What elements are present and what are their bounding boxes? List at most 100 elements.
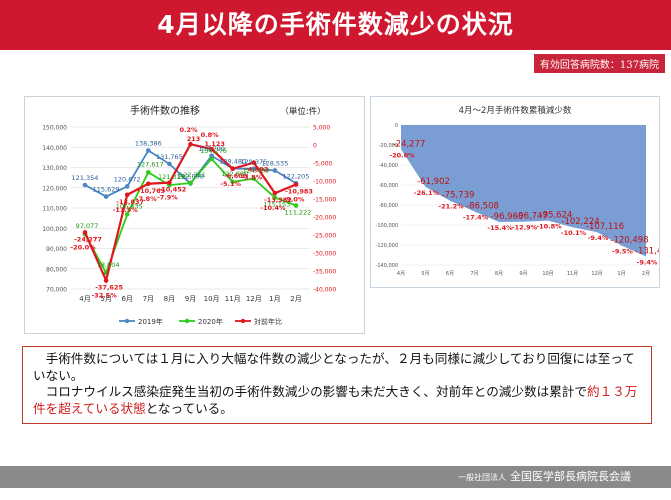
chart1-x-tick-label: 4月 bbox=[79, 295, 90, 303]
chart1-left-tick-label: 80,000 bbox=[46, 266, 67, 273]
chart1-data-label-ratio: -13,837 bbox=[116, 198, 144, 206]
chart1-point bbox=[209, 156, 214, 162]
chart2-data-label: -24,277 bbox=[393, 139, 426, 149]
chart2-y-tick-label: -60,000 bbox=[379, 183, 398, 189]
chart1-data-label-2020: 134,276 bbox=[200, 147, 227, 155]
note-paragraph-2: コロナウイルス感染症発生当初の手術件数減少の影響も未だ大きく、対前年との減少数は… bbox=[33, 384, 641, 417]
chart2-pct-label: -21.2% bbox=[438, 203, 464, 211]
chart1-point bbox=[293, 182, 299, 187]
chart1-x-tick-label: 9月 bbox=[185, 295, 196, 303]
chart2-x-tick-label: 12月 bbox=[591, 271, 602, 277]
chart1-left-tick-label: 150,000 bbox=[42, 125, 67, 132]
chart1-right-tick-label: 0 bbox=[313, 143, 317, 150]
chart2-y-tick-label: 0 bbox=[395, 123, 398, 129]
chart1-x-tick-label: 5月 bbox=[100, 295, 111, 303]
chart1-data-label-2019: 128,535 bbox=[261, 159, 288, 167]
chart1-data-label-2019: 122,205 bbox=[283, 172, 310, 180]
chart1-point bbox=[188, 141, 193, 147]
chart2-x-tick-label: 6月 bbox=[446, 271, 454, 277]
chart1-right-tick-label: -35,000 bbox=[313, 269, 336, 276]
chart1-point bbox=[293, 203, 299, 208]
chart2-x-tick-label: 4月 bbox=[397, 271, 405, 277]
chart1-data-label-2020: 121,313 bbox=[158, 173, 185, 181]
chart2-title: 4月～2月手術件数累積減少数 bbox=[459, 105, 572, 116]
chart1-legend-marker bbox=[124, 318, 130, 324]
chart1-data-label-2019: 135,799 bbox=[198, 145, 225, 153]
chart2-y-tick-label: -40,000 bbox=[379, 163, 398, 169]
chart1-point bbox=[209, 146, 214, 152]
chart1-data-label-2019: 122,098 bbox=[177, 173, 204, 181]
chart1-point bbox=[146, 148, 151, 153]
chart1-x-tick-label: 2月 bbox=[290, 295, 301, 303]
cumulative-decline-chart-panel: 4月～2月手術件数累積減少数 0 -20,000 -40,000 -60,000 -80… bbox=[370, 96, 671, 288]
chart1-data-label-2020: 115,153 bbox=[263, 201, 290, 209]
chart1-legend-label: 2019年 bbox=[138, 317, 163, 326]
chart1-legend-label: 2020年 bbox=[198, 317, 223, 326]
chart1-right-tick-label: -40,000 bbox=[313, 287, 336, 294]
chart1-point bbox=[230, 179, 235, 185]
chart1-data-label-2020: 106,835 bbox=[116, 202, 143, 210]
note-text-b: となっている。 bbox=[145, 400, 233, 416]
chart1-point bbox=[251, 176, 257, 181]
chart1-data-label-2019: 138,386 bbox=[135, 140, 162, 148]
chart1-pct-label: -11.5% bbox=[113, 206, 139, 214]
chart1-point bbox=[146, 170, 151, 175]
chart1-legend-label: 対前年比 bbox=[254, 317, 282, 326]
chart1-x-tick-label: 1月 bbox=[269, 295, 280, 303]
chart2-y-tick-label: -120,000 bbox=[376, 243, 398, 249]
chart2-pct-label: -9.4% bbox=[637, 258, 658, 266]
chart2-cumulative-area bbox=[401, 125, 646, 257]
chart1-point bbox=[251, 166, 257, 172]
chart2-y-tick-label: -100,000 bbox=[376, 223, 398, 229]
chart1-pct-label: -32.5% bbox=[91, 291, 117, 299]
chart1-left-tick-label: 140,000 bbox=[42, 145, 67, 152]
chart1-data-label-2019: 129,375 bbox=[240, 158, 267, 166]
chart2-x-tick-label: 5月 bbox=[421, 271, 429, 277]
chart2-x-tick-label: 1月 bbox=[617, 271, 625, 277]
chart2-pct-label: -10.1% bbox=[561, 229, 587, 237]
chart1-point bbox=[272, 168, 278, 173]
chart1-point bbox=[230, 166, 235, 172]
chart2-pct-label: -10.8% bbox=[536, 223, 562, 231]
chart1-point bbox=[251, 160, 257, 165]
chart1-data-label-ratio: -37,625 bbox=[95, 283, 123, 291]
chart1-legend-marker bbox=[184, 318, 190, 324]
chart1-point bbox=[82, 230, 88, 235]
footer-bar: 一般社団法人 全国医学部長病院長会議 bbox=[0, 466, 671, 488]
footer-org-type: 一般社団法人 bbox=[458, 473, 506, 482]
chart1-data-label-2020: 122,311 bbox=[179, 171, 206, 179]
chart1-right-tick-label: -15,000 bbox=[313, 197, 336, 204]
chart1-right-tick-label: -25,000 bbox=[313, 233, 336, 240]
chart1-x-tick-label: 11月 bbox=[225, 295, 241, 303]
chart2-x-tick-label: 11月 bbox=[567, 271, 578, 277]
chart1-right-tick-label: -20,000 bbox=[313, 215, 336, 222]
chart1-point bbox=[103, 278, 109, 283]
chart2-data-label: -86,508 bbox=[466, 202, 499, 212]
chart1-right-tick-label: -30,000 bbox=[313, 251, 336, 258]
chart1-left-tick-label: 130,000 bbox=[42, 165, 67, 172]
chart2-pct-label: -15.4% bbox=[487, 224, 513, 232]
chart1-data-label-2020: 127,617 bbox=[137, 160, 164, 168]
chart2-pct-label: -12.9% bbox=[512, 224, 538, 232]
chart1-right-tick-label: 5,000 bbox=[313, 125, 330, 132]
chart2-data-label: -120,498 bbox=[610, 235, 648, 245]
chart1-data-label-2019: 115,629 bbox=[93, 186, 120, 194]
chart1-x-tick-label: 7月 bbox=[143, 295, 154, 303]
chart1-data-label-2019: 129,480 bbox=[219, 158, 246, 166]
chart1-unit: （単位:件） bbox=[280, 106, 325, 117]
chart1-data-label-ratio: 1,123 bbox=[204, 140, 225, 148]
chart2-data-label: -75,739 bbox=[442, 191, 475, 201]
chart1-data-label-2020: 97,077 bbox=[76, 222, 99, 230]
chart1-data-label-2020: 122,880 bbox=[221, 170, 248, 178]
chart1-point bbox=[146, 181, 151, 187]
chart1-left-tick-label: 100,000 bbox=[42, 226, 67, 233]
note-text-a: コロナウイルス感染症発生当初の手術件数減少の影響も未だ大きく、対前年との減少数は… bbox=[45, 384, 587, 399]
chart2-x-tick-label: 7月 bbox=[470, 271, 478, 277]
chart2-x-tick-label: 2月 bbox=[642, 271, 650, 277]
chart1-left-tick-label: 90,000 bbox=[46, 246, 67, 253]
chart1-data-label-ratio: -4,892 bbox=[245, 166, 268, 174]
chart1-pct-label: 0.8% bbox=[201, 131, 220, 139]
chart1-right-tick-label: -5,000 bbox=[313, 161, 333, 168]
chart2-data-label: -107,116 bbox=[586, 222, 624, 232]
chart1-x-tick-label: 6月 bbox=[121, 295, 132, 303]
